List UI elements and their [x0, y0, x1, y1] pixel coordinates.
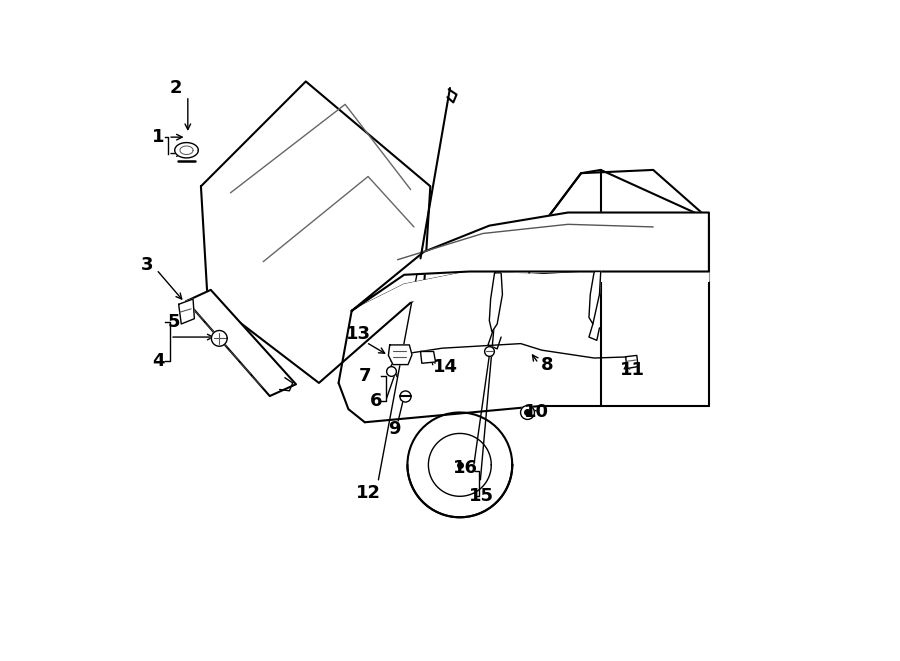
Text: 9: 9 [388, 420, 400, 438]
Polygon shape [352, 213, 709, 311]
Polygon shape [626, 356, 638, 369]
Polygon shape [201, 81, 430, 383]
Text: 4: 4 [152, 352, 165, 370]
Text: 1: 1 [152, 128, 165, 146]
Text: 8: 8 [541, 356, 554, 373]
Text: 14: 14 [433, 358, 458, 375]
Polygon shape [389, 345, 412, 365]
Text: 11: 11 [620, 361, 644, 379]
Text: 10: 10 [524, 403, 549, 422]
Polygon shape [212, 330, 227, 346]
Polygon shape [352, 272, 709, 311]
Text: 13: 13 [346, 325, 371, 343]
Polygon shape [589, 272, 601, 324]
Text: 6: 6 [370, 391, 382, 410]
Text: 16: 16 [454, 459, 478, 477]
Polygon shape [178, 299, 194, 324]
Text: 15: 15 [469, 486, 494, 504]
Polygon shape [490, 273, 502, 332]
Polygon shape [420, 352, 436, 364]
Polygon shape [186, 290, 296, 396]
Polygon shape [175, 143, 198, 158]
Text: 12: 12 [356, 484, 381, 502]
Text: 7: 7 [358, 368, 371, 385]
Text: 2: 2 [170, 79, 183, 97]
Text: 3: 3 [141, 256, 153, 274]
Text: 5: 5 [167, 313, 180, 331]
